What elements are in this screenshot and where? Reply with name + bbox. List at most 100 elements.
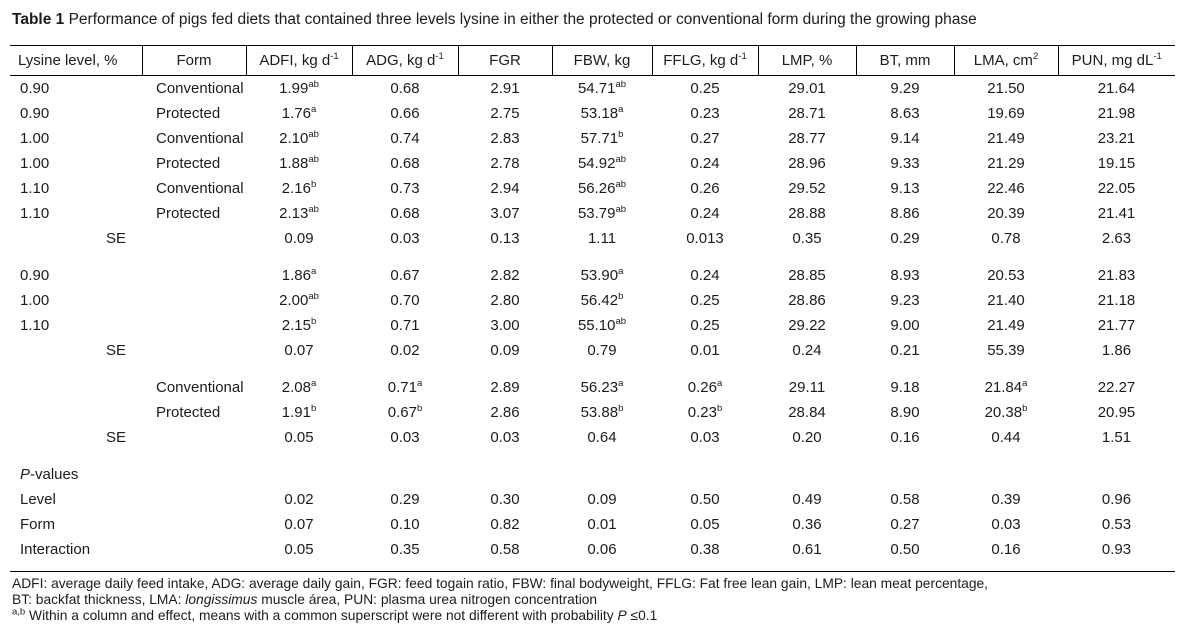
data-cell xyxy=(458,462,552,487)
data-cell: 0.58 xyxy=(490,540,520,558)
data-cell: 0.26 xyxy=(690,179,720,197)
form-cell xyxy=(142,338,246,363)
column-header: Form xyxy=(141,45,246,77)
data-cell: 0.23b xyxy=(687,402,723,421)
data-cell: 2.83 xyxy=(490,129,520,147)
data-cell: 0.02 xyxy=(390,341,420,359)
data-cell: 0.68 xyxy=(390,154,420,172)
table-row: SE 0.09 0.03 0.13 1.11 0.013 0.35 0.29 0.78 2.63 xyxy=(10,226,1175,251)
row-label-cell: P-values xyxy=(20,465,79,483)
data-cell: 2.94 xyxy=(490,179,520,197)
row-label-cell: 0.90 xyxy=(20,266,50,284)
section-spacer xyxy=(10,450,1175,462)
data-cell: 1.11 xyxy=(587,229,617,247)
data-cell: 21.83 xyxy=(1097,266,1136,284)
data-cell: 0.68 xyxy=(390,79,420,97)
row-label-cell: 1.10 xyxy=(20,204,50,222)
data-cell: 9.14 xyxy=(890,129,920,147)
data-cell: 28.85 xyxy=(788,266,826,284)
data-cell: 0.05 xyxy=(284,540,314,558)
row-label-cell: Interaction xyxy=(20,540,91,558)
data-cell: 0.27 xyxy=(890,515,920,533)
row-label-cell: SE xyxy=(105,229,126,247)
data-cell: 21.50 xyxy=(987,79,1025,97)
table-row: 0.90 Conventional 1.99ab 0.68 2.91 54.71ab 0.2… xyxy=(10,76,1175,101)
data-cell: 0.50 xyxy=(890,540,920,558)
data-cell: 0.10 xyxy=(390,515,420,533)
data-cell: 0.09 xyxy=(284,229,314,247)
data-cell: 0.24 xyxy=(792,341,822,359)
data-cell: 57.71b xyxy=(580,128,624,147)
form-cell: Conventional xyxy=(156,179,244,197)
data-cell: 55.10ab xyxy=(577,315,627,334)
form-cell xyxy=(142,537,246,562)
column-header: LMP, % xyxy=(757,45,856,77)
data-cell: 0.71a xyxy=(387,377,423,396)
data-cell: 22.05 xyxy=(1097,179,1136,197)
data-cell: 0.73 xyxy=(390,179,420,197)
row-label-cell: 1.10 xyxy=(20,316,50,334)
data-cell xyxy=(552,462,652,487)
data-cell: 0.82 xyxy=(490,515,520,533)
table-row: 0.90 Protected 1.76a 0.66 2.75 53.18a 0.23 28.7… xyxy=(10,101,1175,126)
data-cell: 0.20 xyxy=(792,428,822,446)
table-row: 1.10 2.15b 0.71 3.00 55.10ab 0.25 29.22 9.00 21.… xyxy=(10,313,1175,338)
data-cell: 0.36 xyxy=(792,515,822,533)
data-cell xyxy=(954,462,1058,487)
data-cell: 29.01 xyxy=(788,79,826,97)
table-row: 1.00 2.00ab 0.70 2.80 56.42b 0.25 28.86 9.23 21.… xyxy=(10,288,1175,313)
data-cell: 56.26ab xyxy=(577,178,627,197)
data-cell: 28.88 xyxy=(788,204,826,222)
header-row: Lysine level, % Form ADFI, kg d-1 ADG, kg d… xyxy=(10,45,1175,77)
data-cell: 0.27 xyxy=(690,129,720,147)
data-cell: 2.91 xyxy=(490,79,520,97)
data-cell: 1.88ab xyxy=(279,153,319,172)
data-cell: 21.64 xyxy=(1097,79,1136,97)
form-cell: Protected xyxy=(156,204,221,222)
form-cell xyxy=(142,313,246,338)
section-spacer xyxy=(10,363,1175,375)
data-cell: 2.10ab xyxy=(279,128,319,147)
data-cell: 0.03 xyxy=(991,515,1021,533)
row-label-cell: 1.10 xyxy=(20,179,50,197)
data-cell: 21.40 xyxy=(987,291,1025,309)
data-cell: 0.03 xyxy=(390,428,420,446)
column-header: FGR xyxy=(457,45,552,77)
data-cell: 9.23 xyxy=(890,291,920,309)
table-row: SE 0.07 0.02 0.09 0.79 0.01 0.24 0.21 55.39 1.86 xyxy=(10,338,1175,363)
data-cell: 0.16 xyxy=(890,428,920,446)
data-cell: 8.86 xyxy=(890,204,920,222)
form-cell xyxy=(142,487,246,512)
data-cell xyxy=(652,462,758,487)
table-row: 1.00 Protected 1.88ab 0.68 2.78 54.92ab 0.24 28… xyxy=(10,151,1175,176)
row-label-cell: 0.90 xyxy=(20,79,50,97)
data-cell: 56.23a xyxy=(580,377,624,396)
data-cell xyxy=(352,462,458,487)
data-cell: 22.27 xyxy=(1097,378,1136,396)
data-cell: 2.75 xyxy=(490,104,520,122)
column-header: PUN, mg dL-1 xyxy=(1057,45,1175,77)
data-cell: 0.13 xyxy=(490,229,520,247)
data-cell: 0.93 xyxy=(1101,540,1132,558)
data-cell: 28.77 xyxy=(788,129,826,147)
data-cell: 29.11 xyxy=(788,378,826,396)
data-cell: 20.95 xyxy=(1097,403,1136,421)
form-cell: Protected xyxy=(156,154,221,172)
data-cell: 0.03 xyxy=(490,428,520,446)
data-cell: 28.71 xyxy=(788,104,826,122)
data-cell: 0.58 xyxy=(890,490,920,508)
data-cell: 21.18 xyxy=(1097,291,1136,309)
data-cell: 53.18a xyxy=(580,103,624,122)
form-cell: Conventional xyxy=(156,378,244,396)
data-cell: 1.86a xyxy=(281,265,317,284)
data-cell: 0.96 xyxy=(1101,490,1132,508)
data-cell: 3.07 xyxy=(490,204,520,222)
results-table: Lysine level, % Form ADFI, kg d-1 ADG, kg d… xyxy=(10,45,1175,562)
data-cell: 2.00ab xyxy=(279,290,319,309)
data-cell: 28.96 xyxy=(788,154,826,172)
data-cell: 0.26a xyxy=(687,377,723,396)
row-label-cell: 1.00 xyxy=(20,129,50,147)
table-caption: Table 1 Performance of pigs fed diets th… xyxy=(12,10,1177,30)
data-cell: 0.64 xyxy=(587,428,617,446)
data-cell: 0.78 xyxy=(991,229,1021,247)
